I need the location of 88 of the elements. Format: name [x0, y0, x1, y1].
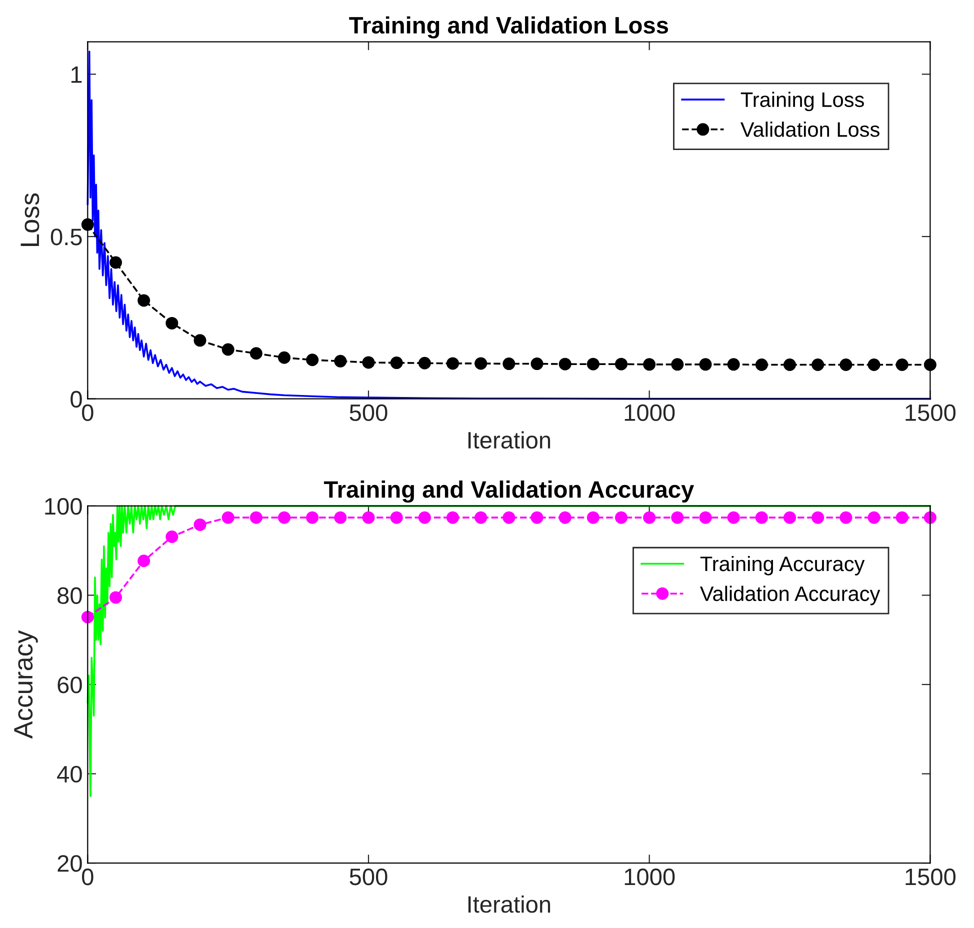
- point: [362, 511, 375, 524]
- point: [896, 511, 908, 524]
- y-tick-label: 1: [71, 66, 82, 83]
- point: [446, 357, 459, 370]
- point: [615, 511, 628, 524]
- point: [784, 511, 796, 524]
- point: [812, 358, 824, 372]
- point: [924, 358, 936, 372]
- point: [699, 511, 712, 524]
- point: [81, 218, 94, 231]
- y-tick-label: 80: [58, 587, 82, 604]
- point: [194, 518, 206, 531]
- point: [390, 511, 403, 524]
- point: [306, 354, 319, 366]
- chart-title: Training and Validation Loss: [349, 16, 668, 38]
- point: [109, 591, 122, 604]
- y-tick-label: 20: [58, 855, 82, 872]
- point: [868, 358, 880, 372]
- point: [727, 358, 740, 371]
- x-tick-label: 0: [82, 404, 94, 422]
- chart-title: Training and Validation Accuracy: [324, 480, 694, 503]
- point: [896, 358, 908, 372]
- x-axis-title: Iteration: [468, 895, 550, 913]
- point: [840, 358, 852, 372]
- legend-label: Validation Loss: [740, 122, 880, 137]
- point: [868, 511, 880, 524]
- point: [278, 351, 290, 364]
- point: [727, 511, 740, 524]
- x-tick-label: 500: [350, 404, 388, 422]
- point: [530, 358, 544, 370]
- point: [222, 511, 234, 524]
- point: [194, 334, 206, 347]
- point: [446, 511, 459, 524]
- point: [166, 316, 178, 330]
- point: [755, 511, 768, 524]
- x-axis-title: Iteration: [468, 431, 550, 449]
- point: [166, 530, 178, 544]
- point: [278, 511, 290, 524]
- y-tick-label: 60: [58, 676, 82, 694]
- point: [699, 358, 712, 371]
- point: [250, 347, 262, 360]
- point: [138, 554, 150, 568]
- point: [643, 358, 656, 371]
- point: [615, 358, 628, 370]
- x-tick-label: 1500: [906, 868, 956, 886]
- point: [643, 511, 656, 524]
- point: [138, 294, 150, 307]
- point: [418, 356, 431, 370]
- point: [81, 610, 94, 624]
- point: [671, 511, 684, 524]
- point: [334, 354, 347, 368]
- point: [334, 511, 347, 524]
- point: [418, 511, 431, 524]
- point: [840, 511, 852, 524]
- point: [558, 358, 572, 370]
- point: [586, 358, 600, 370]
- point: [924, 511, 936, 524]
- point: [586, 511, 600, 524]
- x-tick-label: 1000: [624, 868, 675, 886]
- legend-label: Validation Accuracy: [700, 586, 880, 606]
- point: [671, 358, 684, 371]
- y-tick-label: 0: [70, 390, 82, 408]
- y-axis-title: Loss: [20, 193, 40, 246]
- point: [784, 358, 796, 372]
- point: [755, 358, 768, 372]
- x-tick-label: 0: [82, 868, 94, 886]
- y-tick-label: 0.5: [50, 228, 82, 246]
- y-tick-label: 40: [57, 766, 82, 783]
- legend-label: Training Loss: [740, 92, 864, 112]
- x-tick-label: 1500: [906, 404, 956, 422]
- point: [250, 511, 262, 524]
- point: [502, 511, 516, 524]
- point: [502, 358, 516, 370]
- point: [109, 256, 122, 269]
- point: [362, 356, 375, 369]
- point: [474, 511, 488, 524]
- legend-label: Training Accuracy: [700, 556, 865, 576]
- point: [222, 343, 234, 356]
- point: [812, 511, 824, 524]
- x-tick-label: 1000: [624, 404, 675, 422]
- point: [530, 511, 544, 524]
- y-axis-title: Accuracy: [14, 630, 38, 739]
- point: [306, 511, 319, 524]
- point: [474, 357, 488, 370]
- x-tick-label: 500: [350, 868, 388, 886]
- point: [390, 356, 403, 370]
- y-tick-label: 100: [45, 498, 82, 515]
- point: [558, 511, 572, 524]
